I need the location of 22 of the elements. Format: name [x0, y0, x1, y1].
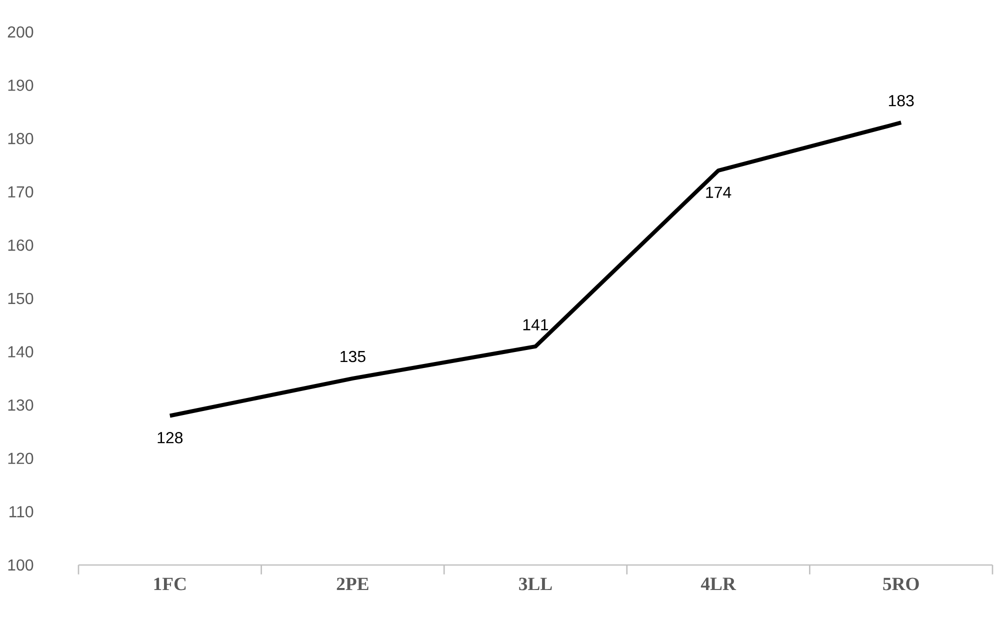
y-tick-label: 170: [8, 186, 34, 198]
y-tick-label: 120: [8, 452, 34, 464]
y-tick-label: 190: [8, 80, 34, 91]
y-tick-label: 110: [10, 506, 34, 518]
data-label: 135: [340, 350, 366, 362]
x-tick-label: 2PE: [336, 578, 368, 590]
data-label: 128: [158, 432, 183, 444]
x-tick-label: 1FC: [154, 578, 186, 590]
x-tick-label: 5RO: [883, 578, 919, 590]
line-series: [168, 120, 904, 418]
y-tick-label: 160: [8, 240, 34, 251]
data-label: 183: [888, 95, 914, 106]
x-tick-label: 3LL: [519, 578, 552, 590]
y-tick-label: 130: [8, 399, 34, 411]
data-label: 141: [523, 319, 548, 330]
x-tick-label: 4LR: [700, 578, 736, 590]
data-label: 174: [706, 186, 732, 198]
y-tick-label: 200: [8, 26, 34, 38]
y-tick-label: 140: [8, 346, 34, 358]
y-tick-label: 180: [8, 132, 34, 144]
y-tick-label: 150: [8, 292, 34, 304]
y-tick-label: 100: [8, 559, 34, 571]
